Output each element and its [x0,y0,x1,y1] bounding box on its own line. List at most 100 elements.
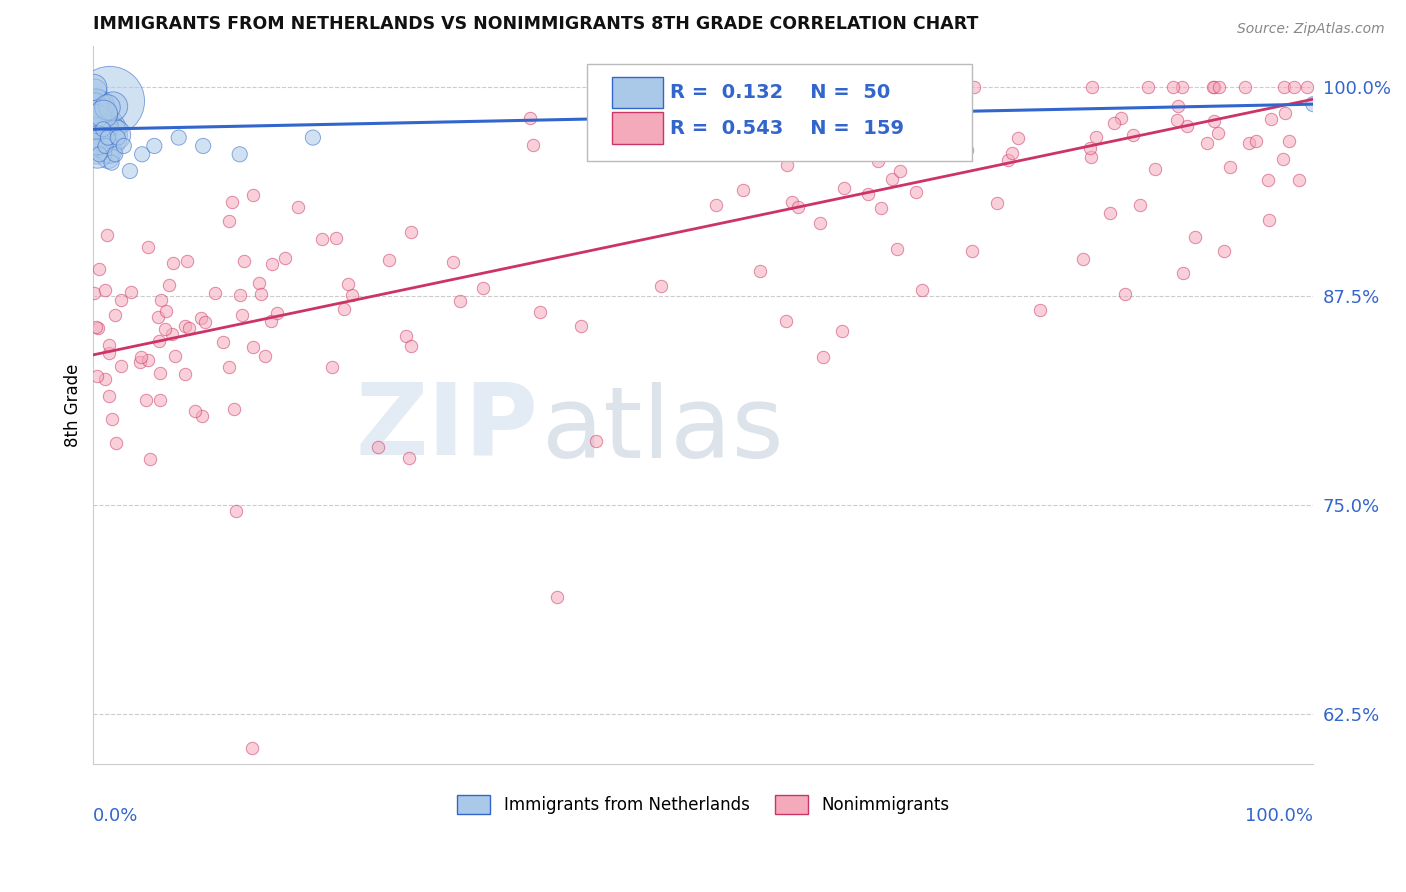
Point [399,225,422,239]
Point [1171,80,1194,95]
Point [1237,136,1260,150]
Point [98,144,121,158]
Point [866,153,889,168]
Point [98,338,121,352]
Point [1278,134,1301,148]
Point [253,349,276,363]
Point [1202,113,1225,128]
Point [1071,252,1094,267]
Point [274,251,297,265]
Point [856,187,879,202]
Point [325,231,347,245]
Point [340,287,363,301]
Point [98,94,121,108]
Point [84,96,107,111]
Point [84,120,107,134]
Point [1080,80,1102,95]
Point [1244,134,1267,148]
FancyBboxPatch shape [612,112,664,145]
Point [94,284,117,298]
Point [131,147,153,161]
Point [776,158,799,172]
Point [631,116,654,130]
Point [808,216,831,230]
Point [86,133,108,147]
Point [963,80,986,95]
Text: ZIP: ZIP [356,378,538,475]
Point [811,351,834,365]
Point [179,320,201,334]
Point [1001,145,1024,160]
Point [398,450,420,465]
Point [86,112,108,126]
Point [395,328,418,343]
Point [754,114,776,128]
Point [155,304,177,318]
Point [148,310,170,324]
Point [96,228,118,243]
Point [880,172,903,186]
Point [242,188,264,202]
Point [97,151,120,165]
Point [138,353,160,368]
Point [224,402,246,417]
Point [128,354,150,368]
Point [118,164,141,178]
Point [472,281,495,295]
Point [585,434,607,448]
Point [104,308,127,322]
Point [83,98,105,112]
Point [1173,267,1195,281]
Point [650,278,672,293]
Point [831,325,853,339]
Point [212,334,235,349]
Point [519,112,541,126]
Point [89,120,111,135]
Point [1272,152,1295,166]
Point [93,107,115,121]
Point [546,590,568,604]
Point [399,339,422,353]
Point [174,318,197,333]
Point [110,293,132,307]
Point [1167,99,1189,113]
Point [1084,130,1107,145]
Text: atlas: atlas [543,382,785,479]
Point [529,305,551,319]
Point [787,200,810,214]
Point [367,440,389,454]
Point [377,253,399,268]
Point [522,138,544,153]
Point [571,318,593,333]
Point [165,349,187,363]
Point [997,153,1019,167]
Point [1184,230,1206,244]
Point [1288,173,1310,187]
Point [1129,198,1152,212]
Point [262,257,284,271]
Point [337,277,360,291]
Point [104,147,127,161]
Point [986,196,1008,211]
Text: Source: ZipAtlas.com: Source: ZipAtlas.com [1237,22,1385,37]
FancyBboxPatch shape [588,63,972,161]
Point [1144,162,1167,177]
Point [87,137,110,152]
Point [1202,80,1225,95]
Point [135,393,157,408]
Point [193,315,215,329]
Point [94,372,117,386]
Text: R =  0.543    N =  159: R = 0.543 N = 159 [671,119,904,137]
Point [167,130,190,145]
Point [184,404,207,418]
Text: 0.0%: 0.0% [93,807,139,825]
Point [97,130,120,145]
Point [266,306,288,320]
Point [1219,160,1241,174]
Point [1137,80,1160,95]
Point [1175,120,1198,134]
Point [96,100,118,114]
Point [96,120,118,134]
Point [150,293,173,308]
Point [1122,128,1144,142]
